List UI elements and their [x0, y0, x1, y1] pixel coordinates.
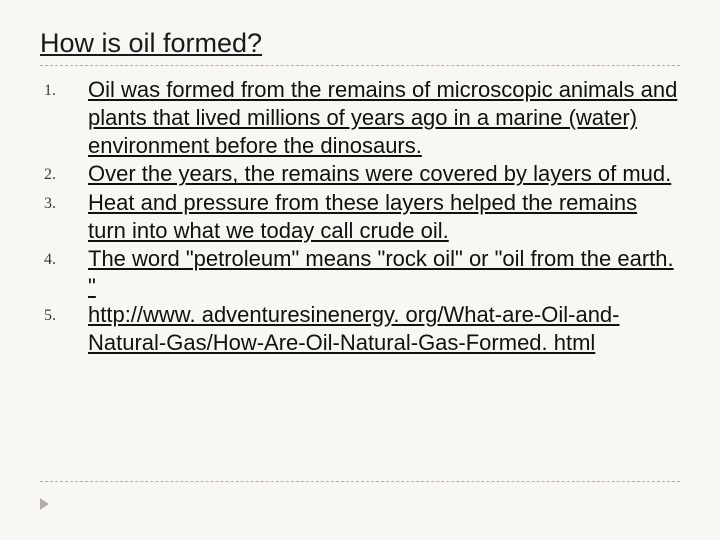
list-item: 1. Oil was formed from the remains of mi… — [40, 76, 680, 160]
slide-container: How is oil formed? 1. Oil was formed fro… — [0, 0, 720, 540]
list-number: 2. — [40, 160, 88, 184]
list-text: Over the years, the remains were covered… — [88, 160, 671, 188]
list-number: 5. — [40, 301, 88, 325]
list-text: Oil was formed from the remains of micro… — [88, 76, 680, 160]
list-number: 1. — [40, 76, 88, 100]
chevron-icon — [40, 498, 49, 510]
list-number: 4. — [40, 245, 88, 269]
numbered-list: 1. Oil was formed from the remains of mi… — [40, 76, 680, 358]
list-item: 2. Over the years, the remains were cove… — [40, 160, 680, 188]
list-text: http://www. adventuresinenergy. org/What… — [88, 301, 680, 357]
list-item: 3. Heat and pressure from these layers h… — [40, 189, 680, 245]
bottom-divider — [40, 481, 680, 482]
title-divider — [40, 65, 680, 66]
list-text: The word "petroleum" means "rock oil" or… — [88, 245, 680, 301]
list-text: Heat and pressure from these layers help… — [88, 189, 680, 245]
slide-title: How is oil formed? — [40, 28, 680, 59]
list-item: 5. http://www. adventuresinenergy. org/W… — [40, 301, 680, 357]
list-number: 3. — [40, 189, 88, 213]
list-item: 4. The word "petroleum" means "rock oil"… — [40, 245, 680, 301]
